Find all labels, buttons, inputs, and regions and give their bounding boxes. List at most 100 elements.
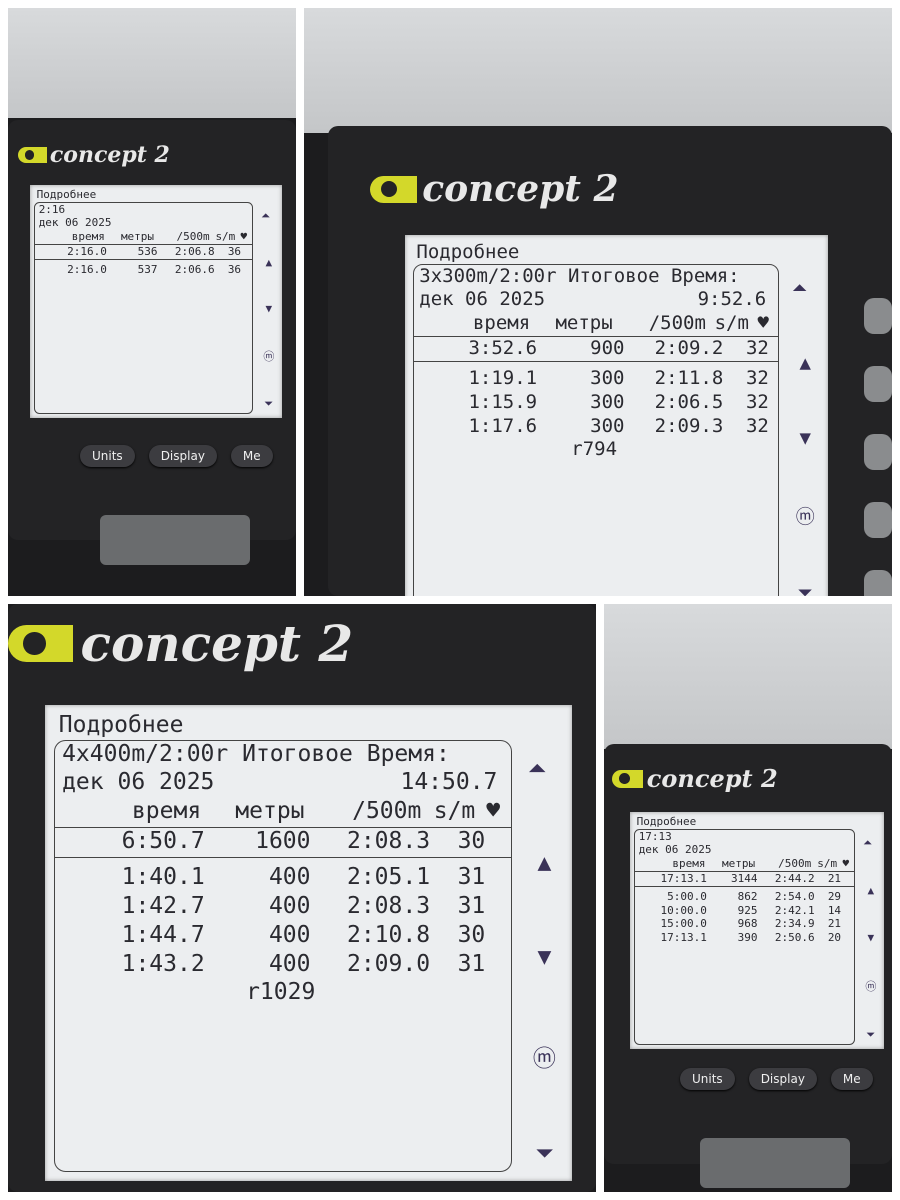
double-up-arrow-icon[interactable]: ⏶	[791, 276, 819, 299]
double-up-arrow-icon[interactable]: ⏶	[528, 755, 561, 782]
column-header-1: метры	[235, 798, 305, 824]
units-button[interactable]: Units	[680, 1068, 735, 1090]
split-cell: 2:34.9	[774, 917, 815, 931]
split-cell: 32	[745, 414, 769, 437]
column-header-0: время	[472, 312, 531, 334]
side-soft-button[interactable]	[864, 502, 892, 538]
side-soft-button[interactable]	[864, 366, 892, 402]
me-button[interactable]: Me	[230, 445, 273, 467]
split-cell: 2:06.6	[174, 262, 215, 276]
workout-name-line: 2:16	[35, 203, 252, 217]
monitor-photo: concept 2 Подробнее 3x300m/2:00r Итоговое …	[304, 8, 892, 596]
summary-cell: 1600	[255, 827, 311, 854]
split-cell: 31	[457, 864, 486, 891]
side-soft-button[interactable]	[864, 298, 892, 334]
display-button[interactable]: Display	[748, 1068, 817, 1090]
column-header-0: время	[131, 798, 202, 824]
split-row: 1:40.1 400 2:05.1 31	[55, 864, 511, 893]
monitor-photo: concept 2 Подробнее 2:16 дек 06 2025 время ме…	[8, 8, 296, 596]
column-header: время метры/500m s/m ♥	[55, 798, 511, 827]
summary-cell: 900	[590, 336, 625, 359]
date-line: дек 06 2025	[635, 843, 854, 857]
double-down-arrow-icon[interactable]: ⏷	[866, 1028, 876, 1042]
down-arrow-icon[interactable]: ▼	[799, 426, 811, 449]
summary-cell: 6:50.7	[121, 827, 205, 854]
column-header: время метры/500m s/m ♥	[35, 230, 252, 244]
concept2-logo-mark	[612, 769, 644, 788]
column-header-2: /500m	[648, 312, 706, 334]
concept2-logo: concept 2	[18, 142, 170, 168]
me-button[interactable]: Me	[830, 1068, 873, 1090]
total-time-label: Итоговое Время:	[556, 264, 740, 287]
split-cell: 2:09.0	[346, 950, 431, 977]
date-line: дек 06 2025	[35, 216, 252, 230]
brand-name: concept 2	[646, 764, 778, 793]
down-arrow-icon[interactable]: ▼	[265, 302, 273, 316]
summary-cell: 2:08.3	[346, 827, 431, 854]
down-arrow-icon[interactable]: ▼	[867, 931, 875, 945]
rower-frame	[100, 515, 250, 565]
concept2-logo-mark	[18, 146, 47, 164]
double-up-arrow-icon[interactable]: ⏶	[863, 836, 879, 850]
scroll-controls: ⏶ ▲ ▼ ⓜ ⏷	[862, 836, 880, 1042]
split-cell: 32	[745, 367, 769, 390]
summary-cell: 30	[457, 827, 486, 854]
up-arrow-icon[interactable]: ▲	[265, 256, 273, 270]
up-arrow-icon[interactable]: ▲	[867, 884, 875, 898]
column-header-2: /500m	[352, 798, 422, 824]
double-down-arrow-icon[interactable]: ⏷	[264, 397, 274, 411]
up-arrow-icon[interactable]: ▲	[799, 351, 811, 374]
menu-circle-icon[interactable]: ⓜ	[865, 980, 877, 994]
workout-name-line: 4x400m/2:00r Итоговое Время:	[55, 741, 511, 770]
summary-cell: 2:06.8	[174, 244, 215, 258]
split-cell: 925	[737, 903, 758, 917]
summary-cell: 536	[137, 244, 158, 258]
split-cell: 2:42.1	[774, 903, 815, 917]
rest-row: r794	[571, 438, 618, 461]
split-row: 1:43.2 400 2:09.0 31	[55, 951, 511, 980]
date-line: дек 06 2025 14:50.7	[55, 769, 511, 798]
up-arrow-icon[interactable]: ▲	[537, 849, 552, 876]
column-header-3: s/m	[215, 230, 236, 243]
column-header-0: время	[71, 230, 105, 243]
background-wall	[604, 604, 892, 749]
down-arrow-icon[interactable]: ▼	[537, 944, 552, 971]
double-down-arrow-icon[interactable]: ⏷	[535, 1141, 554, 1168]
double-up-arrow-icon[interactable]: ⏶	[261, 209, 277, 223]
menu-circle-icon[interactable]: ⓜ	[795, 505, 815, 528]
split-cell: 400	[268, 864, 311, 891]
lcd-screen: Подробнее 4x400m/2:00r Итоговое Время: дек…	[45, 705, 572, 1181]
split-cell: 1:44.7	[121, 921, 205, 948]
summary-cell: 32	[745, 336, 769, 359]
screen-title: Подробнее	[636, 815, 697, 829]
split-cell: 31	[457, 950, 486, 977]
rower-frame	[700, 1138, 850, 1188]
split-row: 1:42.7 400 2:08.3 31	[55, 893, 511, 922]
summary-cell: 21	[827, 871, 842, 885]
workout-date: дек 06 2025	[638, 843, 712, 857]
column-header-1: метры	[555, 312, 613, 334]
split-cell: 400	[268, 893, 311, 920]
column-header-4: ♥	[240, 230, 248, 243]
column-header: время метры/500m s/m ♥	[635, 857, 854, 871]
double-down-arrow-icon[interactable]: ⏷	[797, 581, 813, 596]
concept2-logo-mark	[8, 624, 73, 663]
side-soft-button[interactable]	[864, 570, 892, 596]
brand-name: concept 2	[422, 168, 619, 210]
split-cell: 1:15.9	[468, 390, 538, 413]
side-soft-button[interactable]	[864, 434, 892, 470]
column-header-0: время	[672, 857, 706, 870]
workout-details-box: 4x400m/2:00r Итоговое Время: дек 06 2025 1…	[54, 739, 513, 1172]
summary-row: 17:13.1 3144 2:44.2 21	[635, 870, 855, 887]
split-cell: 2:10.8	[346, 921, 431, 948]
monitor-buttons: Units Display Me	[80, 445, 273, 467]
split-cell: 537	[137, 262, 158, 276]
units-button[interactable]: Units	[80, 445, 135, 467]
summary-row: 6:50.7 1600 2:08.3 30	[55, 826, 512, 858]
column-header-3: s/m	[714, 312, 749, 334]
menu-circle-icon[interactable]: ⓜ	[263, 350, 275, 364]
menu-circle-icon[interactable]: ⓜ	[532, 1045, 556, 1072]
split-cell: 2:11.8	[654, 367, 724, 390]
workout-date: дек 06 2025	[419, 288, 546, 311]
display-button[interactable]: Display	[148, 445, 217, 467]
